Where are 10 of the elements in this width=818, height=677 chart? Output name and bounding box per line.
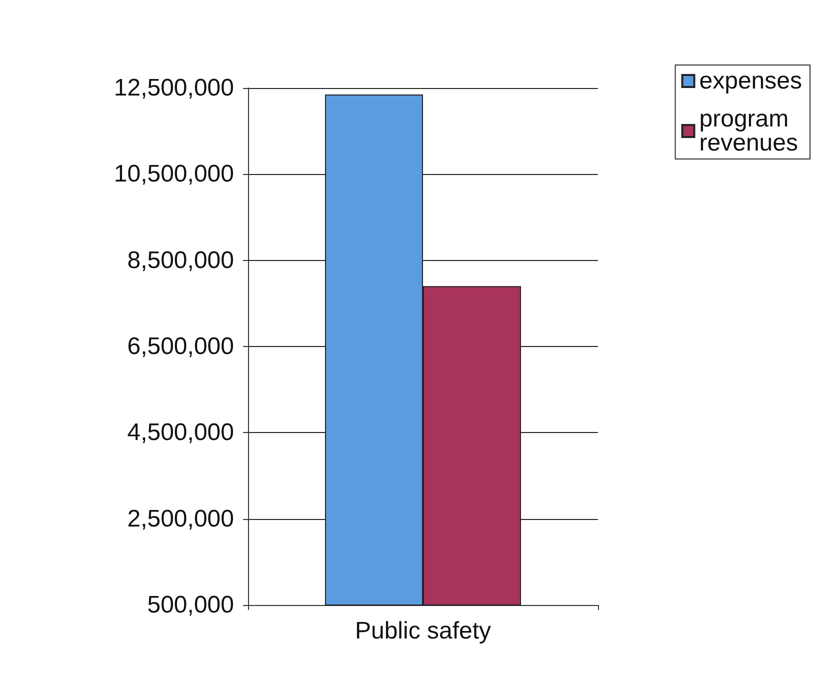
y-tick-label: 12,500,000 [114, 74, 234, 102]
y-tick-label: 8,500,000 [127, 246, 234, 274]
y-tick-label: 6,500,000 [127, 333, 234, 360]
x-tick-label: Public safety [354, 618, 492, 644]
y-tick-label: 4,500,000 [127, 419, 234, 446]
y-tick-label: 2,500,000 [127, 505, 234, 532]
y-tick-label: 10,500,000 [114, 160, 234, 188]
legend-label: expenses [699, 68, 802, 94]
y-tick-label: 500,000 [147, 592, 234, 618]
legend-label: program revenues [699, 106, 798, 156]
